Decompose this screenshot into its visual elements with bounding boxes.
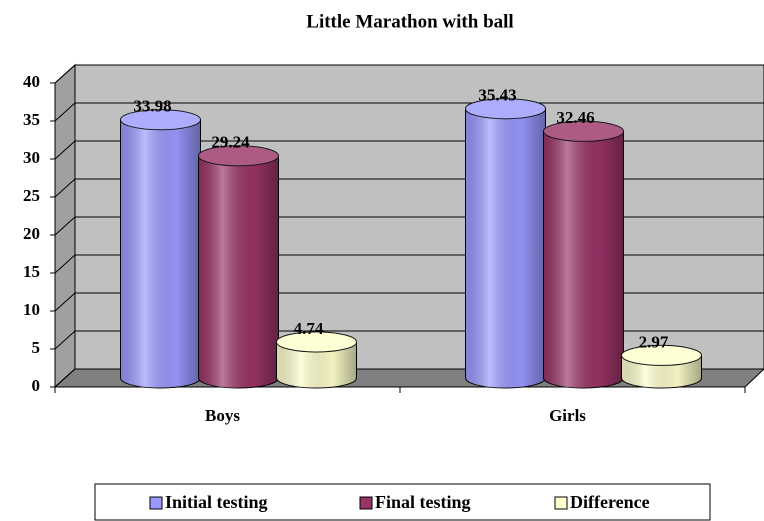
y-tick-label: 25: [23, 186, 40, 205]
legend-swatch: [554, 496, 568, 510]
legend-label: Difference: [570, 492, 650, 512]
bar: [276, 331, 357, 389]
y-tick-label: 35: [23, 110, 40, 129]
bar-shade: [543, 131, 624, 388]
grid-line: [54, 64, 76, 84]
bar-top-shade: [543, 121, 624, 142]
grid-line: [54, 216, 76, 236]
bar-shade: [198, 155, 279, 388]
value-label: 29.24: [211, 133, 250, 152]
legend-label: Initial testing: [165, 492, 268, 512]
bar-top-shade: [621, 345, 702, 366]
bar: [621, 344, 702, 389]
x-tick-label: Girls: [549, 406, 586, 425]
legend-swatch: [149, 496, 163, 510]
value-label: 4.74: [294, 319, 324, 338]
value-label: 2.97: [639, 332, 669, 351]
bar-shade: [465, 108, 546, 389]
value-label: 32.46: [556, 108, 594, 127]
y-tick-label: 30: [23, 148, 40, 167]
grid-line: [54, 330, 76, 350]
grid-line: [54, 102, 76, 122]
y-tick-label: 20: [23, 224, 40, 243]
bar-top-shade: [120, 109, 201, 130]
bar-shade: [276, 341, 357, 388]
bar-top: [276, 331, 357, 353]
y-tick-label: 10: [23, 300, 40, 319]
bar-top-shade: [198, 145, 279, 166]
chart-title: Little Marathon with ball: [306, 11, 513, 32]
x-tick-label: Boys: [205, 406, 240, 425]
bar-top: [198, 145, 279, 167]
grid-line: [54, 254, 76, 274]
y-tick-label: 40: [23, 72, 40, 91]
bar-top: [621, 344, 702, 366]
grid-line: [54, 368, 76, 388]
bar-top-shade: [465, 98, 546, 119]
y-tick-label: 5: [32, 338, 41, 357]
bar: [198, 145, 279, 389]
grid-line: [54, 178, 76, 198]
grid-line: [54, 292, 76, 312]
value-label: 33.98: [133, 97, 171, 116]
y-tick-label: 15: [23, 262, 40, 281]
value-label: 35.43: [478, 86, 516, 105]
bar-top-shade: [276, 331, 357, 352]
legend-swatch: [359, 496, 373, 510]
bar-shade: [120, 119, 201, 388]
y-tick-label: 0: [32, 376, 41, 395]
bar: [543, 120, 624, 389]
bar-top: [543, 120, 624, 142]
bar: [120, 109, 201, 389]
legend-box: [94, 483, 711, 521]
legend-label: Final testing: [375, 492, 471, 512]
bar-top: [465, 98, 546, 120]
grid-line: [54, 140, 76, 160]
bar: [465, 98, 546, 389]
bar-top: [120, 109, 201, 131]
